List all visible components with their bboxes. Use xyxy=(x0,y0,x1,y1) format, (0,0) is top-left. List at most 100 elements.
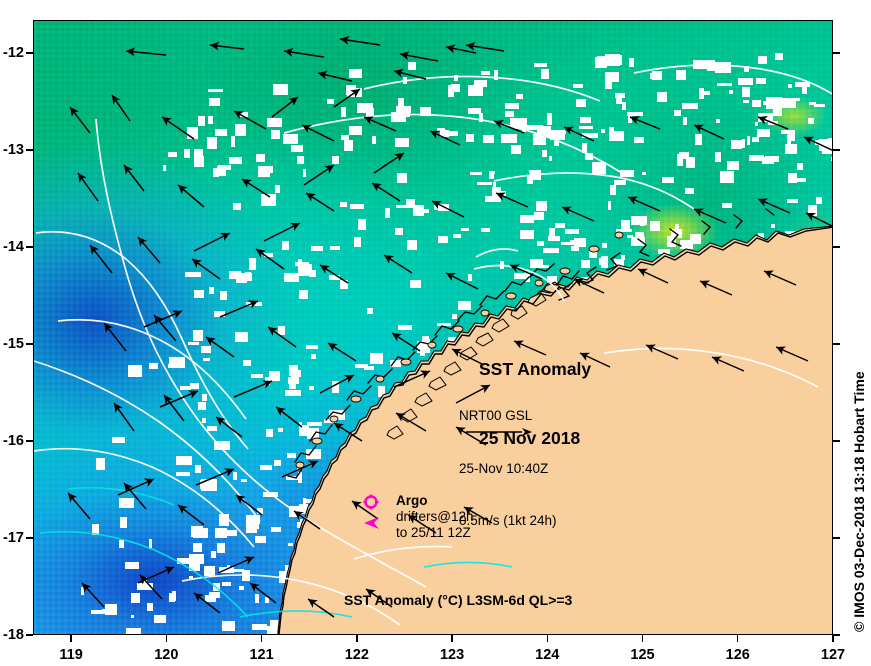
cloud-gap xyxy=(451,84,460,92)
cloud-gap xyxy=(410,280,421,288)
cloud-gap xyxy=(190,383,199,389)
cloud-gap xyxy=(176,472,190,476)
y-axis-tick-label: -18 xyxy=(3,627,24,643)
cloud-gap xyxy=(537,265,549,268)
drifter-chevron-marker-icon xyxy=(364,517,379,529)
cloud-gap xyxy=(324,419,336,423)
cloud-gap xyxy=(742,87,750,97)
cloud-gap xyxy=(112,437,125,443)
colorbar-caption: SST Anomaly (°C) L3SM-6d QL>=3 wrt 1992-… xyxy=(344,555,574,634)
cloud-gap xyxy=(203,358,210,361)
cloud-gap xyxy=(291,145,303,152)
cloud-gap xyxy=(222,582,231,586)
cloud-gap xyxy=(391,112,406,122)
cloud-gap xyxy=(536,201,547,211)
y-axis-tick xyxy=(26,343,33,345)
cloud-gap xyxy=(193,543,202,552)
cloud-gap xyxy=(329,275,340,280)
cloud-gap xyxy=(557,131,566,134)
cloud-gap xyxy=(543,248,559,253)
cloud-gap xyxy=(154,615,166,623)
cloud-gap xyxy=(452,314,457,319)
current-vector-layer xyxy=(34,21,832,634)
x-axis-tick-label: 126 xyxy=(725,647,750,663)
cloud-gap xyxy=(510,118,513,128)
cloud-gap xyxy=(766,97,782,109)
cloud-gap xyxy=(264,253,273,257)
cloud-gap xyxy=(533,134,546,145)
cloud-gap xyxy=(340,202,347,207)
cloud-gap xyxy=(299,504,308,514)
y-axis-tick xyxy=(26,246,33,248)
cloud-gap xyxy=(398,325,412,330)
cloud-gap xyxy=(717,83,732,86)
cloud-gap xyxy=(715,152,721,162)
cloud-gap xyxy=(466,134,474,142)
x-axis-tick xyxy=(70,635,72,642)
cloud-gap xyxy=(742,139,745,148)
cloud-gap xyxy=(494,70,498,80)
y-axis-tick-label: -14 xyxy=(3,238,24,255)
cloud-gap xyxy=(752,137,759,142)
y-axis-tick xyxy=(833,149,840,151)
cloud-gap xyxy=(246,523,257,533)
cloud-gap xyxy=(722,203,732,208)
cloud-gap xyxy=(493,182,496,189)
cloud-gap xyxy=(195,465,201,473)
cloud-gap xyxy=(185,272,201,277)
cloud-gap xyxy=(676,70,686,80)
cloud-gap xyxy=(357,103,373,113)
cloud-gap xyxy=(201,346,211,353)
cloud-gap xyxy=(407,240,417,250)
cloud-gap xyxy=(786,98,800,101)
cloud-gap xyxy=(283,134,298,144)
cloud-gap xyxy=(119,540,124,548)
cloud-gap xyxy=(271,626,280,633)
x-axis-tick xyxy=(832,635,834,642)
cloud-gap xyxy=(279,571,290,583)
cloud-gap xyxy=(763,101,774,105)
cloud-gap xyxy=(119,498,134,508)
map-plot-area[interactable]: SST Anomaly 25 Nov 2018 NRT00 GSL 25-Nov… xyxy=(33,20,833,635)
cloud-gap xyxy=(675,224,679,231)
cloud-gap xyxy=(514,273,526,279)
cloud-gap xyxy=(667,236,676,247)
cloud-gap xyxy=(534,63,547,67)
cloud-gap xyxy=(307,428,319,439)
cloud-gap xyxy=(239,586,244,590)
cloud-gap xyxy=(187,127,198,139)
cloud-gap xyxy=(650,221,660,231)
cloud-gap xyxy=(765,156,779,162)
cloud-gap xyxy=(370,353,383,364)
cloud-gap xyxy=(489,171,494,179)
cloud-gap xyxy=(271,130,280,139)
cloud-gap xyxy=(227,565,230,569)
cloud-gap xyxy=(631,237,645,246)
cloud-gap xyxy=(217,543,225,553)
cloud-gap xyxy=(288,543,293,546)
cloud-gap xyxy=(198,402,206,410)
cloud-gap xyxy=(396,106,410,117)
cloud-gap xyxy=(549,228,555,238)
cloud-gap xyxy=(785,144,797,154)
cloud-gap xyxy=(396,205,408,208)
x-axis-tick-label: 127 xyxy=(820,647,846,663)
cloud-gap xyxy=(120,517,127,528)
cloud-gap xyxy=(793,178,806,182)
cloud-gap xyxy=(616,93,622,104)
y-axis-tick xyxy=(26,52,33,54)
cloud-gap xyxy=(245,272,251,276)
cloud-gap xyxy=(458,301,471,310)
cloud-gap xyxy=(125,562,139,569)
cloud-gap xyxy=(468,108,481,114)
argo-circle-marker-icon xyxy=(363,494,379,510)
cloud-gap xyxy=(349,126,362,135)
y-axis-tick xyxy=(833,537,840,539)
cloud-gap xyxy=(701,91,710,95)
cloud-gap xyxy=(474,80,487,87)
cloud-gap xyxy=(332,381,339,393)
cloud-gap xyxy=(128,365,142,377)
cloud-gap xyxy=(270,620,281,630)
cloud-gap xyxy=(278,326,285,335)
